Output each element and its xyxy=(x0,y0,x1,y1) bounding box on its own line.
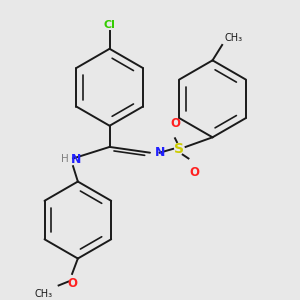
Text: O: O xyxy=(67,277,77,290)
Text: CH₃: CH₃ xyxy=(224,33,242,43)
Text: O: O xyxy=(170,117,180,130)
Text: CH₃: CH₃ xyxy=(35,289,53,299)
Text: N: N xyxy=(155,146,165,159)
Text: Cl: Cl xyxy=(104,20,116,30)
Text: H: H xyxy=(61,154,69,164)
Text: N: N xyxy=(71,153,81,166)
Text: O: O xyxy=(189,166,199,179)
Text: S: S xyxy=(174,142,184,156)
